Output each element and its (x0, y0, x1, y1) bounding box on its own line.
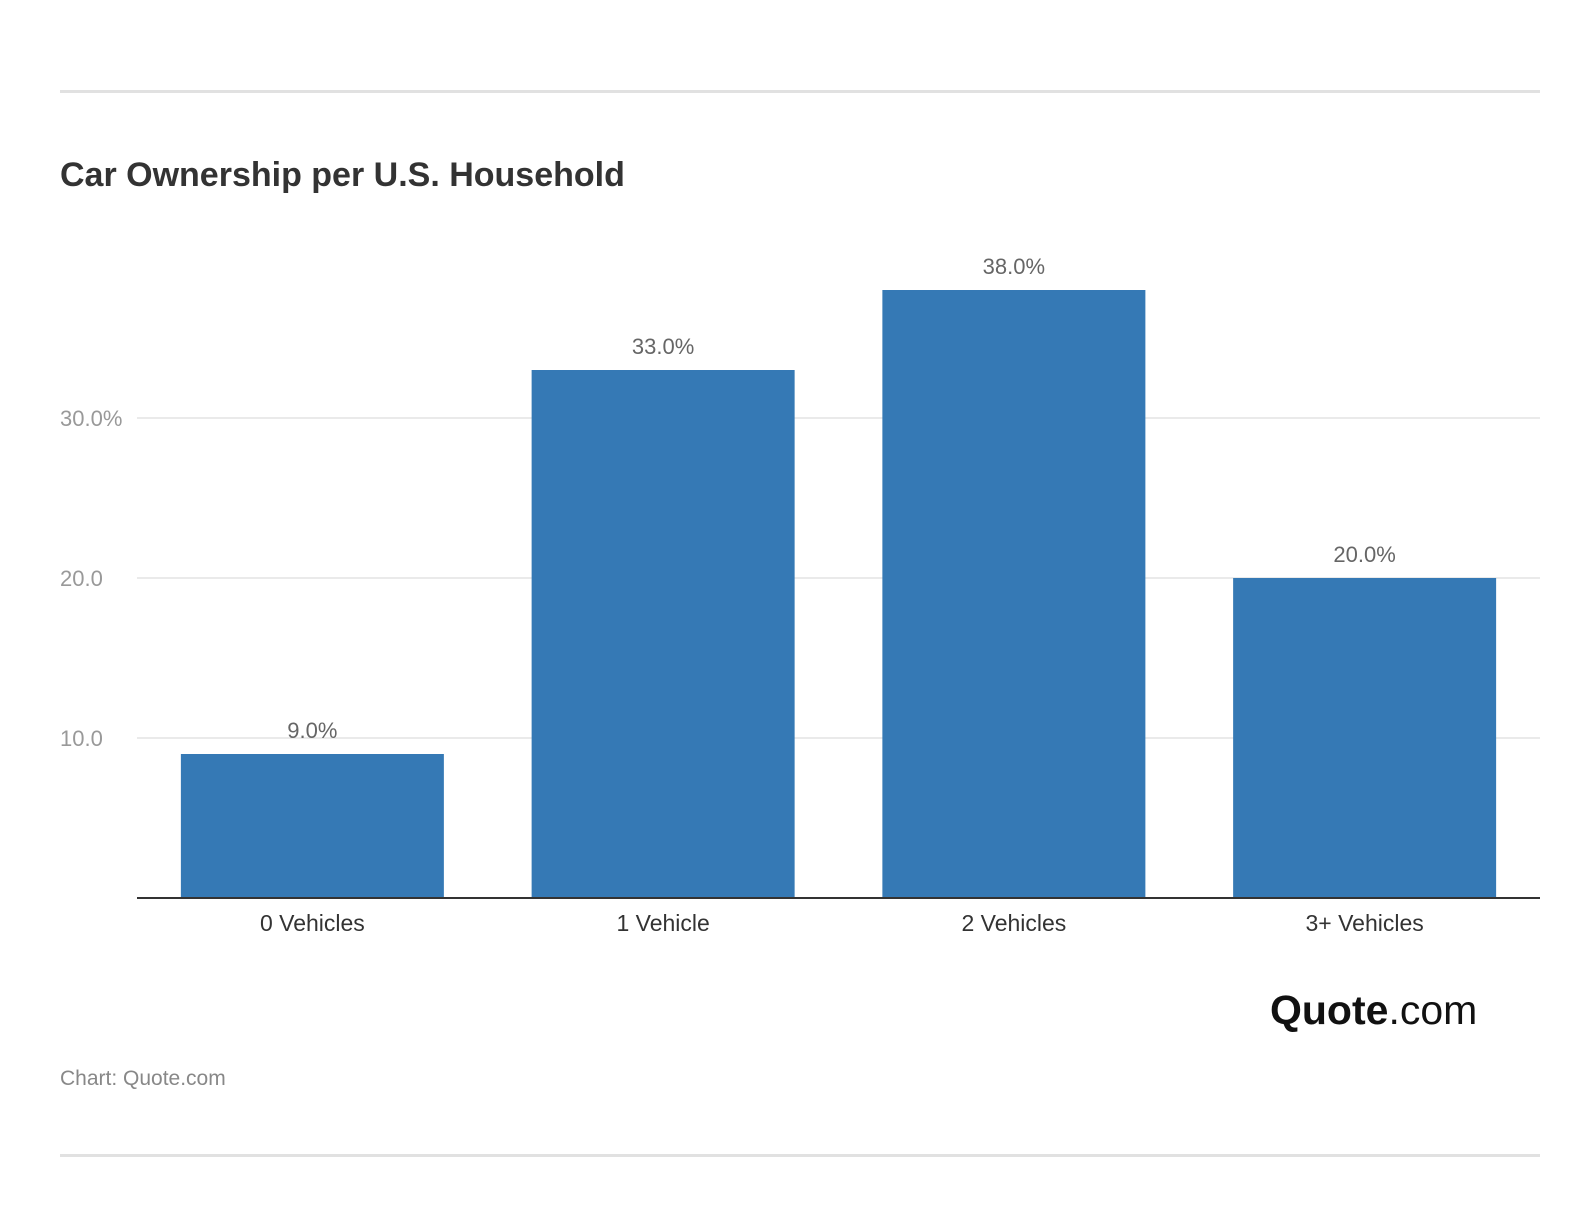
y-tick-label: 10.0 (60, 726, 103, 751)
data-label: 33.0% (632, 334, 694, 359)
data-label: 20.0% (1333, 542, 1395, 567)
logo-brand: Quote (1270, 987, 1389, 1033)
logo-tld: .com (1388, 987, 1478, 1033)
x-tick-label: 3+ Vehicles (1305, 910, 1423, 936)
bar (1233, 578, 1497, 898)
y-axis-ticks: 10.0 20.0 30.0% (60, 406, 122, 751)
bar (531, 370, 795, 898)
y-tick-label: 30.0% (60, 406, 122, 431)
top-divider (60, 90, 1540, 93)
chart-title: Car Ownership per U.S. Household (60, 156, 625, 194)
y-tick-label: 20.0 (60, 566, 103, 591)
bar (180, 754, 444, 898)
x-axis-ticks: 0 Vehicles 1 Vehicle 2 Vehicles 3+ Vehicles (260, 910, 1424, 936)
chart-source: Chart: Quote.com (60, 1067, 226, 1090)
bottom-divider (60, 1154, 1540, 1157)
data-label: 38.0% (983, 254, 1045, 279)
bars (180, 290, 1497, 898)
data-label: 9.0% (287, 718, 337, 743)
x-tick-label: 1 Vehicle (616, 910, 709, 936)
x-tick-label: 2 Vehicles (961, 910, 1066, 936)
data-labels: 9.0% 33.0% 38.0% 20.0% (287, 254, 1396, 743)
bar (882, 290, 1146, 898)
x-tick-label: 0 Vehicles (260, 910, 365, 936)
quote-com-logo: Quote.com (1270, 990, 1477, 1031)
